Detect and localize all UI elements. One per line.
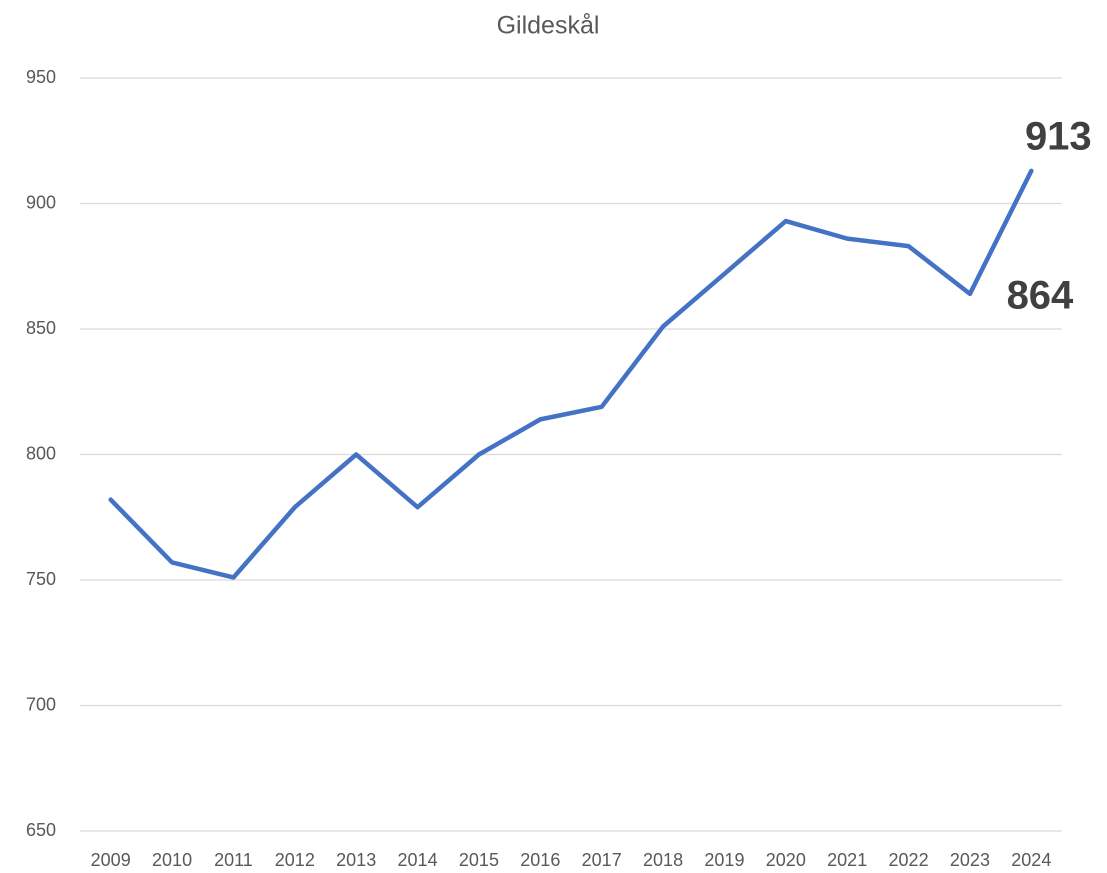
x-tick-label: 2012 (275, 850, 315, 870)
data-label: 913 (1025, 114, 1092, 158)
x-tick-label: 2014 (398, 850, 438, 870)
x-tick-label: 2017 (582, 850, 622, 870)
x-tick-label: 2010 (152, 850, 192, 870)
x-tick-label: 2018 (643, 850, 683, 870)
x-tick-label: 2013 (336, 850, 376, 870)
x-tick-label: 2023 (950, 850, 990, 870)
y-tick-label: 900 (26, 192, 56, 212)
x-tick-label: 2015 (459, 850, 499, 870)
y-tick-label: 750 (26, 569, 56, 589)
y-tick-label: 650 (26, 820, 56, 840)
y-tick-label: 950 (26, 67, 56, 87)
y-tick-label: 700 (26, 694, 56, 714)
line (108, 168, 1034, 580)
chart-title: Gildeskål (497, 12, 600, 40)
x-tick-label: 2016 (520, 850, 560, 870)
x-tick-label: 2021 (827, 850, 867, 870)
y-tick-label: 800 (26, 443, 56, 463)
x-tick-label: 2020 (766, 850, 806, 870)
x-tick-label: 2009 (91, 850, 131, 870)
x-tick-label: 2011 (214, 850, 253, 870)
x-tick-label: 2024 (1011, 850, 1051, 870)
data-label: 864 (1007, 273, 1074, 317)
y-tick-label: 850 (26, 318, 56, 338)
x-tick-label: 2019 (704, 850, 744, 870)
x-tick-label: 2022 (889, 850, 929, 870)
